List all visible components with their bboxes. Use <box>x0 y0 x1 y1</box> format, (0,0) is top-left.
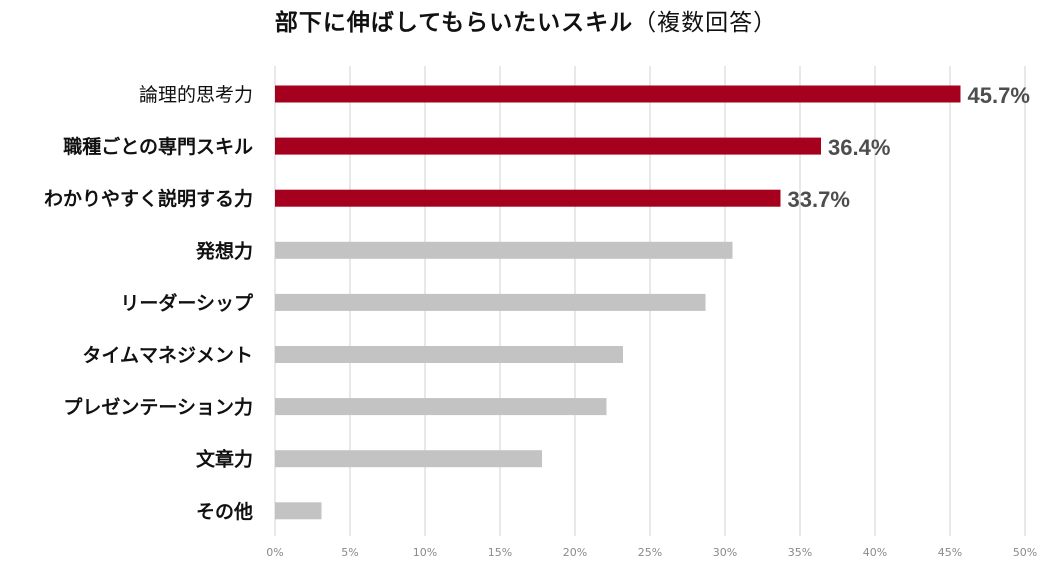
data-label: 33.7% <box>788 187 850 212</box>
data-label: 45.7% <box>968 83 1030 108</box>
x-tick-label: 30% <box>713 546 737 559</box>
category-label: 論理的思考力 <box>139 84 253 106</box>
x-tick-label: 20% <box>563 546 587 559</box>
category-label: プレゼンテーション力 <box>63 396 253 419</box>
category-label: タイムマネジメント <box>82 345 253 367</box>
x-tick-label: 0% <box>266 546 283 559</box>
bar <box>275 137 821 155</box>
bar <box>275 85 961 103</box>
bar <box>275 241 733 259</box>
x-tick-label: 40% <box>863 546 887 559</box>
bar <box>275 293 706 311</box>
category-label: 文章力 <box>196 448 253 471</box>
x-tick-label: 45% <box>938 546 962 559</box>
category-label: リーダーシップ <box>120 291 254 314</box>
category-label: わかりやすく説明する力 <box>44 187 253 210</box>
x-tick-label: 15% <box>488 546 512 559</box>
bar <box>275 398 607 416</box>
bar <box>275 346 623 363</box>
category-label: 職種ごとの専門スキル <box>63 135 253 158</box>
x-tick-label: 10% <box>413 546 437 559</box>
chart-title: 部下に伸ばしてもらいたいスキル（複数回答） <box>0 6 1052 40</box>
x-tick-label: 50% <box>1013 546 1037 559</box>
bar <box>275 450 542 468</box>
data-label: 36.4% <box>828 135 890 160</box>
chart-title-main: 部下に伸ばしてもらいたいスキル <box>274 10 634 36</box>
category-label: その他 <box>196 500 253 523</box>
bar <box>275 189 781 207</box>
x-tick-label: 35% <box>788 546 812 559</box>
bar <box>275 502 322 520</box>
category-label: 発想力 <box>195 239 253 262</box>
x-tick-label: 5% <box>341 546 358 559</box>
x-tick-label: 25% <box>638 546 662 559</box>
chart-title-suffix: （複数回答） <box>633 10 778 36</box>
